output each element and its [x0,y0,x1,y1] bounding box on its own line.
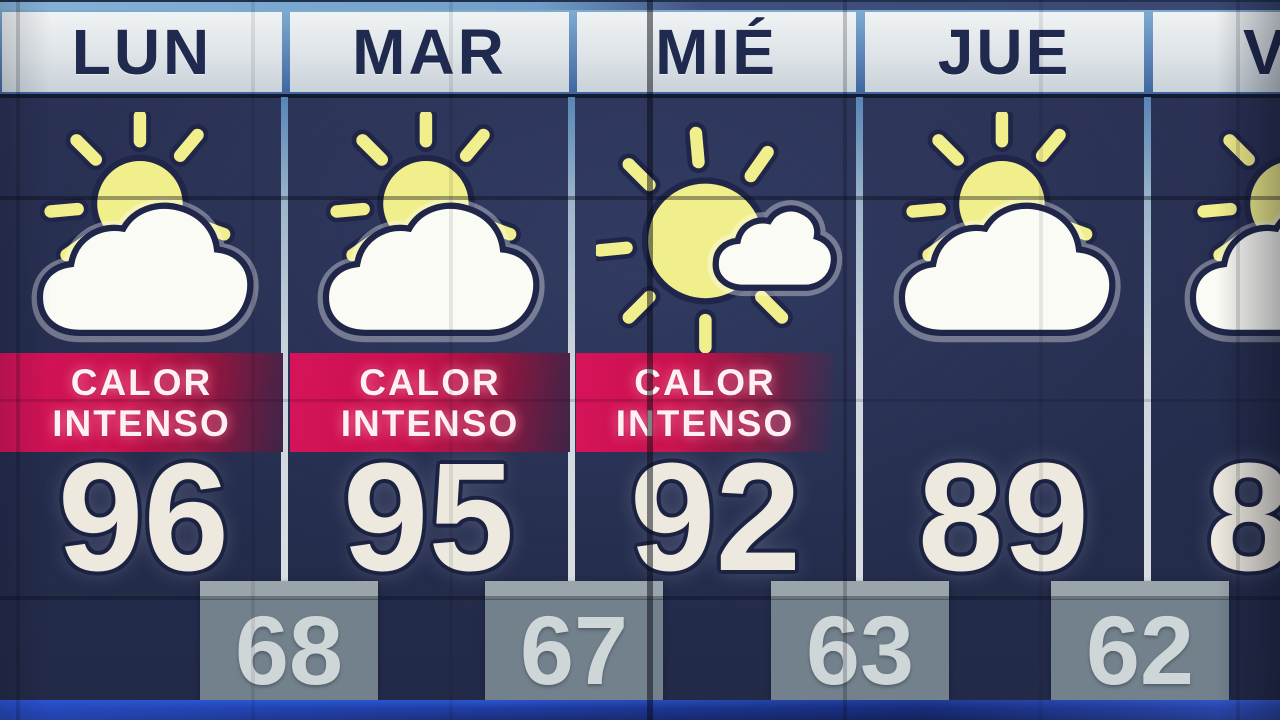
column-divider [1144,97,1151,583]
day-header-jue: JUE [865,12,1144,92]
weather-icon-slot [17,112,267,362]
weather-icon-slot [879,112,1129,362]
high-temp: 96 [57,431,230,603]
heat-alert-badge: CALOR INTENSO [290,353,570,452]
column-divider [568,97,575,583]
day-header-vie-cut: V [1153,12,1280,92]
day-header-mar: MAR [290,12,569,92]
low-temp-box: 68 [200,581,378,702]
weather-icon-slot [303,112,553,362]
high-temp: 92 [629,431,802,603]
column-divider [281,97,288,583]
heat-alert-line1: CALOR [359,361,501,403]
weather-icon-slot [596,118,846,368]
bottom-bar [0,700,1280,720]
header-underline [0,94,1280,98]
column-divider [856,97,863,583]
sun-with-small-cloud-icon [596,118,846,368]
low-temp-box: 62 [1051,581,1229,702]
sun-behind-cloud-icon [879,112,1129,362]
heat-alert-line2: INTENSO [615,402,795,444]
sun-behind-cloud-icon [303,112,553,362]
high-temp: 89 [917,431,1090,603]
high-temp: 95 [342,431,515,603]
low-temp: 63 [806,596,914,705]
sun-behind-cloud-icon [1170,112,1280,362]
low-temp: 68 [235,596,343,705]
low-temp-box: 63 [771,581,949,702]
heat-alert-badge: CALOR INTENSO [0,353,283,452]
heat-alert-line1: CALOR [634,361,776,403]
sun-behind-cloud-icon [17,112,267,362]
header-top-strip [0,0,1280,12]
heat-alert-line2: INTENSO [340,402,520,444]
heat-alert-line1: CALOR [70,361,213,403]
low-temp: 67 [520,596,628,705]
day-header-mie: MIÉ [577,12,856,92]
high-temp-cut: 8 [1206,431,1280,603]
low-temp-box: 67 [485,581,663,702]
weather-icon-slot [1170,112,1280,362]
heat-alert-badge: CALOR INTENSO [576,353,834,452]
day-header-lun: LUN [2,12,282,92]
low-temp: 62 [1086,596,1194,705]
heat-alert-line2: INTENSO [52,402,231,444]
